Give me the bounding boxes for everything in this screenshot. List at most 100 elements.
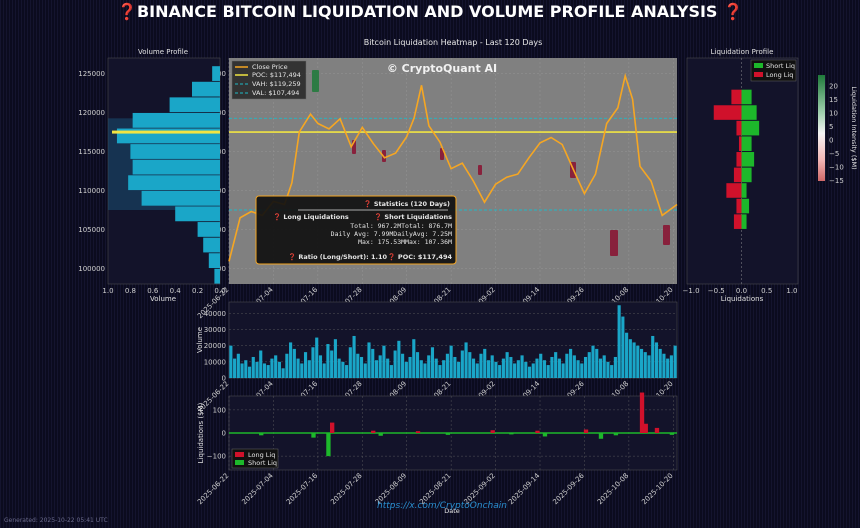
volume-bar [277, 361, 281, 378]
volume-bar [606, 361, 610, 378]
long-liq-bar [415, 431, 421, 433]
source-link[interactable]: https://x.com/CryptoOnchain [377, 501, 507, 511]
colorbar-tick: 0 [829, 137, 833, 145]
liquidation-profile-title: Liquidation Profile [711, 48, 774, 56]
volume-y-tick-label: 10000 [204, 358, 226, 366]
volume-profile-y-tick: 120000 [78, 109, 105, 117]
volume-bar [259, 350, 263, 378]
volume-bar [274, 355, 278, 378]
legend-long-liq: Long Liq [766, 71, 793, 79]
liq-profile-long-bar [733, 214, 742, 229]
short-liq-bar [598, 433, 604, 439]
volume-bar [408, 356, 412, 378]
heatmap-block [663, 225, 670, 245]
short-liq-bar [613, 433, 619, 436]
volume-bar [602, 355, 606, 378]
volume-bar [419, 360, 423, 378]
volume-bar [486, 360, 491, 378]
volume-profile-poc-bar [112, 130, 220, 134]
volume-bars [229, 305, 677, 378]
volume-bar [483, 348, 487, 378]
volume-bar [628, 339, 632, 378]
colorbar: 20 15 10 5 0 −5 −10 −15 Liquidation Intensity (… [818, 75, 858, 185]
legend-swatch-short-liq [754, 63, 763, 68]
liquidation-profile-x-tick: 0.0 [736, 287, 747, 295]
volume-bar [643, 352, 647, 378]
liquidation-profile-x-tick: 0.5 [761, 287, 772, 295]
volume-bar [412, 339, 416, 378]
liquidation-x-tick-label: 2025-07-04 [240, 471, 275, 506]
close-price-line [228, 72, 678, 262]
liquidation-x-tick-label: 2025-07-28 [329, 472, 363, 506]
legend-short: Short Liq [248, 459, 277, 467]
volume-profile-x-tick: 1.0 [102, 287, 113, 295]
short-liq-bar [326, 433, 331, 457]
main-chart-title: Bitcoin Liquidation Heatmap - Last 120 D… [364, 38, 543, 47]
short-liq-bar [378, 433, 383, 436]
short-liq-bar [509, 433, 514, 435]
long-liq-bar [330, 422, 335, 433]
volume-bar [404, 361, 408, 378]
volume-bar [236, 353, 240, 378]
volume-profile-bar [130, 144, 220, 159]
volume-profile-y-tick: 115000 [78, 148, 105, 156]
liq-profile-short-bar [741, 120, 760, 136]
volume-bar [330, 350, 334, 378]
volume-bar [255, 361, 259, 378]
colorbar-gradient [818, 75, 825, 181]
liquidation-x-tick-label: 2025-09-14 [507, 471, 542, 506]
volume-profile-bars [112, 66, 220, 284]
liq-profile-long-bar [736, 198, 742, 214]
liq-profile-long-bar [731, 89, 742, 105]
heatmap-block [610, 230, 618, 256]
volume-bar [326, 344, 330, 378]
liq-profile-short-bar [741, 198, 750, 214]
volume-bar [621, 316, 625, 378]
volume-bar [311, 347, 315, 378]
liq-profile-short-bar [741, 183, 747, 198]
volume-bar [341, 361, 345, 378]
volume-bar [453, 356, 457, 378]
volume-bar [639, 348, 644, 378]
volume-bar [262, 363, 267, 378]
volume-bar [386, 358, 390, 378]
volume-y-tick-label: 20000 [204, 342, 226, 350]
liquidation-profile-legend: Short Liq Long Liq [750, 59, 797, 82]
volume-bar [378, 355, 382, 378]
volume-bar [572, 355, 576, 378]
volume-bar [591, 345, 595, 378]
volume-bar [296, 358, 300, 378]
volume-bar [613, 356, 617, 378]
volume-bar [345, 365, 349, 378]
volume-bar [240, 363, 244, 378]
liq-profile-short-bar [741, 152, 755, 167]
colorbar-tick: −15 [829, 177, 844, 185]
volume-bar [505, 352, 509, 378]
volume-bar [438, 365, 442, 378]
volume-bar [251, 356, 255, 378]
volume-profile-bar [175, 206, 220, 222]
volume-profile-bar [169, 97, 220, 113]
volume-y-tick-label: 30000 [204, 326, 226, 334]
volume-bar [423, 363, 427, 378]
volume-bar [244, 360, 248, 378]
liquidation-x-tick-label: 2025-10-08 [596, 472, 630, 506]
volume-bar [610, 365, 614, 378]
volume-bar [554, 352, 558, 378]
liq-profile-long-bar [736, 152, 742, 167]
short-liq-bar [311, 433, 316, 438]
volume-profile-bar [214, 268, 220, 284]
volume-bar [475, 363, 479, 378]
volume-bar [647, 355, 651, 378]
volume-bar [359, 356, 364, 378]
volume-bar [595, 348, 599, 378]
volume-bar [565, 353, 569, 378]
colorbar-tick: −5 [829, 150, 839, 158]
volume-profile-x-tick: 0.0 [214, 287, 225, 295]
volume-profile-x-tick: 0.2 [192, 287, 203, 295]
heatmap-block [478, 165, 482, 175]
volume-profile-bar [132, 112, 220, 128]
volume-bar [367, 342, 371, 378]
liq-profile-short-bar [741, 214, 747, 229]
